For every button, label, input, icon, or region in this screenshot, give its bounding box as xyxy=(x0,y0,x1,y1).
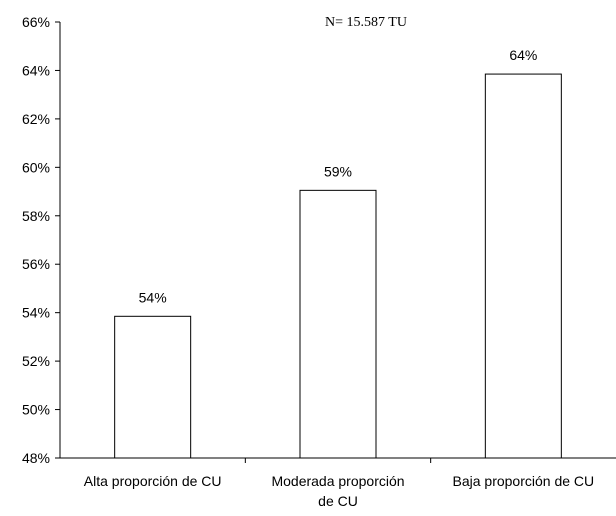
data-label: 54% xyxy=(139,289,167,305)
y-tick-label: 52% xyxy=(22,353,50,369)
bars xyxy=(114,73,562,459)
bar xyxy=(484,73,562,459)
x-category-label: Moderada proporción de CU xyxy=(271,473,404,509)
data-label: 59% xyxy=(324,163,352,179)
labels: 54% Alta proporción de CU 59% Moderada prop… xyxy=(84,47,594,509)
y-tick-label: 62% xyxy=(22,111,50,127)
y-tick-label: 50% xyxy=(22,402,50,418)
data-label: 64% xyxy=(509,47,537,63)
y-tick-label: 56% xyxy=(22,256,50,272)
bar xyxy=(114,315,192,459)
y-tick-label: 66% xyxy=(22,14,50,30)
bar xyxy=(299,189,377,459)
x-category-label: Baja proporción de CU xyxy=(453,473,595,489)
y-tick-label: 58% xyxy=(22,208,50,224)
chart-annotation: N= 15.587 TU xyxy=(325,15,407,30)
y-tick-label: 64% xyxy=(22,62,50,78)
y-tick-label: 48% xyxy=(22,450,50,466)
x-category-label: Alta proporción de CU xyxy=(84,473,222,489)
y-tick-label: 60% xyxy=(22,159,50,175)
y-tick-label: 54% xyxy=(22,305,50,321)
